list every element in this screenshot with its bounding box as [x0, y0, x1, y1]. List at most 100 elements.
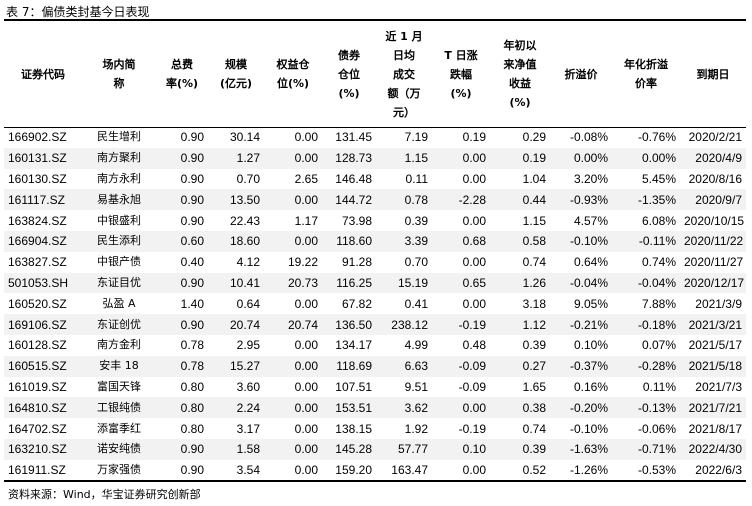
fund-code-cell: 163210.SZ — [8, 442, 67, 457]
value-cell: 0.19 — [522, 151, 546, 166]
value-cell: 2.65 — [294, 171, 318, 186]
table-row: 501053.SH 东证目优 0.90 10.41 20.73 116.25 15.19 0.… — [4, 272, 746, 294]
value-cell: -0.21% — [569, 317, 608, 332]
value-cell: 0.80 — [180, 400, 204, 415]
fund-name-cell: 诺安纯债 — [97, 442, 141, 456]
value-cell: 10.41 — [229, 275, 260, 290]
value-cell: 0.64% — [573, 255, 608, 270]
column-header: 折溢价 — [550, 21, 612, 127]
value-cell: 3.17 — [236, 421, 260, 436]
column-header-line: 价率 — [635, 77, 657, 90]
value-cell: 144.72 — [335, 192, 372, 207]
value-cell: 0.19 — [462, 130, 486, 145]
value-cell: 0.00 — [294, 192, 318, 207]
column-header-line: 近 1 月 — [385, 29, 423, 43]
table-row: 160128.SZ 南方金利 0.78 2.95 0.00 134.17 4.99 0.48 0… — [4, 335, 746, 356]
value-cell: 1.40 — [180, 296, 204, 311]
value-cell: 4.57% — [573, 213, 608, 228]
value-cell: 145.28 — [335, 442, 372, 457]
value-cell: 1.15 — [522, 213, 546, 228]
maturity-date-cell: 2021/3/9 — [695, 296, 742, 311]
column-header: 规模 (亿元) — [208, 21, 264, 127]
fund-name-cell: 东证创优 — [97, 317, 141, 331]
fund-code-cell: 161019.SZ — [8, 379, 67, 394]
fund-name-cell: 东证目优 — [97, 275, 141, 289]
fund-code-cell: 160520.SZ — [8, 296, 67, 311]
value-cell: 2.24 — [236, 400, 260, 415]
column-header-line: 年化折溢 — [624, 58, 668, 71]
source-note: 资料来源：Wind，华宝证券研究创新部 — [8, 488, 201, 501]
column-header-line: 到期日 — [696, 67, 730, 81]
maturity-date-cell: 2021/3/21 — [688, 317, 742, 332]
fund-name-cell: 工银纯债 — [97, 400, 141, 414]
maturity-date-cell: 2020/11/22 — [684, 234, 744, 249]
value-cell: 0.00 — [462, 296, 486, 311]
table-row: 166904.SZ 民生添利 0.60 18.60 0.00 118.60 3.39 0.68… — [4, 230, 746, 252]
value-cell: 7.19 — [404, 130, 428, 145]
value-cell: 3.60 — [236, 379, 260, 394]
fund-code-cell: 160131.SZ — [8, 151, 67, 166]
maturity-date-cell: 2021/7/3 — [695, 379, 742, 394]
fund-name-cell: 民生增利 — [97, 130, 141, 144]
value-cell: -0.28% — [637, 359, 676, 374]
value-cell: 0.74 — [522, 255, 546, 270]
value-cell: 0.00 — [294, 379, 318, 394]
value-cell: 91.28 — [341, 255, 372, 270]
maturity-date-cell: 2022/6/3 — [695, 463, 742, 478]
value-cell: 1.27 — [236, 151, 260, 166]
value-cell: 0.52 — [522, 463, 546, 478]
value-cell: 1.58 — [236, 442, 260, 457]
value-cell: 67.82 — [341, 296, 372, 311]
value-cell: 0.10% — [573, 338, 608, 353]
fund-name-cell: 易基永旭 — [97, 192, 141, 206]
maturity-date-cell: 2020/8/16 — [688, 171, 742, 186]
column-header-line: 规模 — [225, 58, 247, 71]
column-header-line: 总费 — [171, 58, 193, 71]
value-cell: 4.99 — [404, 338, 428, 353]
value-cell: 0.90 — [180, 192, 204, 207]
column-header-line: 位(%) — [276, 77, 310, 90]
maturity-date-cell: 2021/5/17 — [688, 338, 742, 353]
value-cell: 9.05% — [573, 296, 608, 311]
value-cell: 0.00 — [462, 171, 486, 186]
value-cell: -0.76% — [637, 130, 676, 145]
column-header-line: T 日涨 — [444, 48, 478, 62]
fund-name-cell: 安丰 18 — [99, 359, 139, 373]
fund-code-cell: 164810.SZ — [8, 400, 67, 415]
fund-name-cell: 中银盛利 — [97, 213, 141, 227]
value-cell: 2.95 — [236, 338, 260, 353]
value-cell: 0.27 — [522, 359, 546, 374]
value-cell: 0.90 — [180, 171, 204, 186]
maturity-date-cell: 2022/4/30 — [688, 442, 742, 457]
value-cell: -0.04% — [637, 275, 676, 290]
fund-code-cell: 169106.SZ — [8, 317, 67, 332]
value-cell: 107.51 — [335, 379, 372, 394]
value-cell: 0.58 — [522, 234, 546, 249]
column-header-line: 日均 — [393, 48, 415, 62]
value-cell: 0.10 — [462, 442, 486, 457]
value-cell: 0.00 — [462, 400, 486, 415]
fund-code-cell: 161117.SZ — [8, 192, 65, 207]
fund-code-cell: 160515.SZ — [8, 359, 67, 374]
top-rule — [4, 19, 746, 21]
value-cell: 0.00 — [462, 255, 486, 270]
value-cell: -0.10% — [569, 421, 608, 436]
value-cell: -0.09 — [458, 359, 486, 374]
value-cell: 7.88% — [641, 296, 676, 311]
fund-code-cell: 163827.SZ — [8, 255, 67, 270]
table-title: 表 7：偏债类封基今日表现 — [6, 5, 150, 19]
value-cell: 1.92 — [404, 421, 428, 436]
maturity-date-cell: 2021/8/17 — [688, 421, 742, 436]
value-cell: 163.47 — [391, 463, 428, 478]
column-header: T 日涨 跌幅 (%) — [432, 21, 490, 127]
bottom-rule — [4, 480, 746, 482]
column-header-line: (亿元) — [219, 77, 253, 90]
table-row: 161019.SZ 富国天锋 0.80 3.60 0.00 107.51 9.51 -0.09… — [4, 377, 746, 398]
value-cell: 0.74% — [641, 255, 676, 270]
value-cell: 238.12 — [391, 317, 428, 332]
table-row: 166902.SZ 民生增利 0.90 30.14 0.00 131.45 7.19 0.19… — [4, 127, 746, 148]
maturity-date-cell: 2020/9/7 — [695, 192, 742, 207]
value-cell: 134.17 — [335, 338, 372, 353]
table-row: 164702.SZ 添富季红 0.80 3.17 0.00 138.15 1.92 -0.19… — [4, 418, 746, 439]
value-cell: 0.39 — [522, 442, 546, 457]
